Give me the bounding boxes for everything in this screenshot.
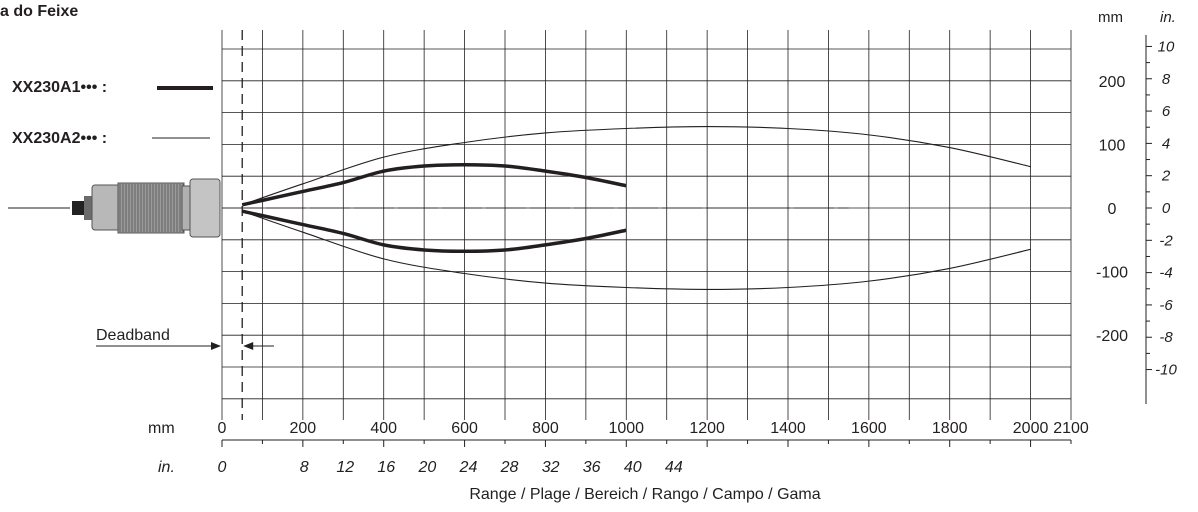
deadband-arrowhead-right <box>243 342 254 350</box>
x-tick-in: 0 <box>218 459 227 476</box>
x-tick-mm: 1200 <box>689 420 725 437</box>
y-tick-in: -4 <box>1159 265 1172 282</box>
series-1-lower-curve <box>241 209 627 253</box>
x-tick-in: 44 <box>665 459 683 476</box>
legend-label-a2: XX230A2••• : <box>12 130 107 147</box>
x-tick-mm: 1800 <box>932 420 968 437</box>
x-tick-mm: 1600 <box>851 420 887 437</box>
y-unit-in: in. <box>1160 9 1176 26</box>
x-unit-in: in. <box>158 459 175 476</box>
x-unit-mm: mm <box>148 420 175 437</box>
x-tick-in: 36 <box>583 459 601 476</box>
x-tick-mm: 600 <box>451 420 478 437</box>
y-tick-in: 4 <box>1162 135 1170 152</box>
y-tick-mm: 200 <box>1099 74 1126 91</box>
beam-curves <box>241 126 1031 290</box>
y-tick-mm: -100 <box>1096 265 1128 282</box>
series-2-upper-curve <box>242 126 1031 206</box>
y-unit-mm: mm <box>1098 9 1123 26</box>
y-tick-in: -6 <box>1159 297 1173 314</box>
y-tick-in: 6 <box>1162 103 1171 120</box>
x-tick-in: 28 <box>500 459 519 476</box>
legend-label-a1: XX230A1••• : <box>12 79 107 96</box>
y-tick-in: 10 <box>1158 38 1175 55</box>
x-tick-in: 16 <box>377 459 395 476</box>
y-tick-in: -10 <box>1155 362 1177 379</box>
y-tick-in: 0 <box>1162 200 1171 217</box>
deadband-marker <box>96 30 274 420</box>
series-1-upper-curve <box>241 163 627 207</box>
grid <box>221 30 1072 420</box>
x-tick-in: 40 <box>624 459 642 476</box>
x-tick-mm: 0 <box>218 420 227 437</box>
photoelectric-sensor-icon <box>8 178 221 238</box>
y-ticks-mm: 200 100 0 -100 -200 <box>1096 74 1128 345</box>
y-tick-mm: 100 <box>1099 137 1126 154</box>
x-axis-label: Range / Plage / Bereich / Rango / Campo … <box>469 486 820 503</box>
y-tick-mm: -200 <box>1096 328 1128 345</box>
y-tick-in: 8 <box>1162 71 1171 88</box>
y-ticks-in: 10 8 6 4 2 0 -2 -4 -6 -8 -10 <box>1145 35 1177 404</box>
x-tick-in: 12 <box>336 459 354 476</box>
x-tick-mm: 800 <box>532 420 559 437</box>
x-tick-mm: 2000 <box>1013 420 1049 437</box>
x-tick-mm: 1000 <box>608 420 644 437</box>
y-tick-in: -8 <box>1159 329 1173 346</box>
x-tick-in: 20 <box>417 459 436 476</box>
x-tick-mm: 400 <box>370 420 397 437</box>
y-tick-in: 2 <box>1161 168 1171 185</box>
chart-title: a do Feixe <box>0 3 78 20</box>
y-tick-mm: 0 <box>1108 201 1117 218</box>
y-tick-in: -2 <box>1159 232 1173 249</box>
x-tick-in: 32 <box>542 459 560 476</box>
deadband-arrowhead-left <box>211 342 221 350</box>
x-axis: 0 200 400 600 800 1000 1200 1400 1600 1800 2000 210… <box>218 420 1089 476</box>
deadband-label: Deadband <box>96 327 170 344</box>
x-tick-mm: 200 <box>290 420 317 437</box>
x-tick-in: 8 <box>300 459 309 476</box>
x-tick-mm: 2100 <box>1053 420 1089 437</box>
x-tick-mm: 1400 <box>770 420 806 437</box>
x-tick-in: 24 <box>459 459 478 476</box>
series-2-lower-curve <box>242 210 1031 290</box>
